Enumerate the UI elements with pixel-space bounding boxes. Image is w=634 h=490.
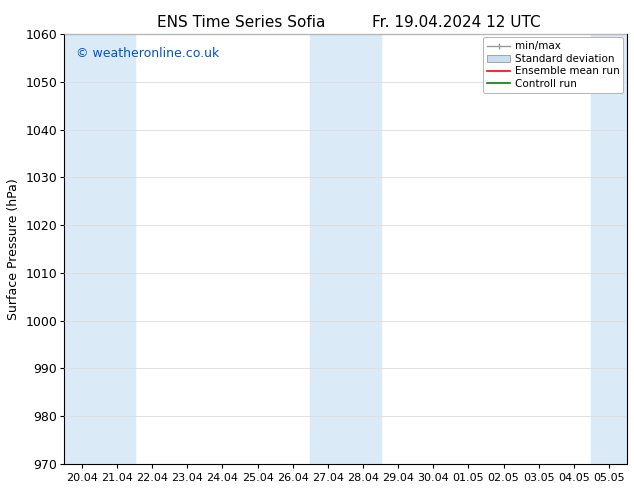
Bar: [592, 34, 626, 464]
Text: Fr. 19.04.2024 12 UTC: Fr. 19.04.2024 12 UTC: [372, 15, 541, 30]
Text: © weatheronline.co.uk: © weatheronline.co.uk: [75, 47, 219, 60]
Bar: [310, 34, 346, 464]
Legend: min/max, Standard deviation, Ensemble mean run, Controll run: min/max, Standard deviation, Ensemble me…: [483, 37, 623, 93]
Bar: [346, 34, 380, 464]
Bar: [64, 34, 100, 464]
Bar: [100, 34, 134, 464]
Text: ENS Time Series Sofia: ENS Time Series Sofia: [157, 15, 325, 30]
Y-axis label: Surface Pressure (hPa): Surface Pressure (hPa): [7, 178, 20, 320]
